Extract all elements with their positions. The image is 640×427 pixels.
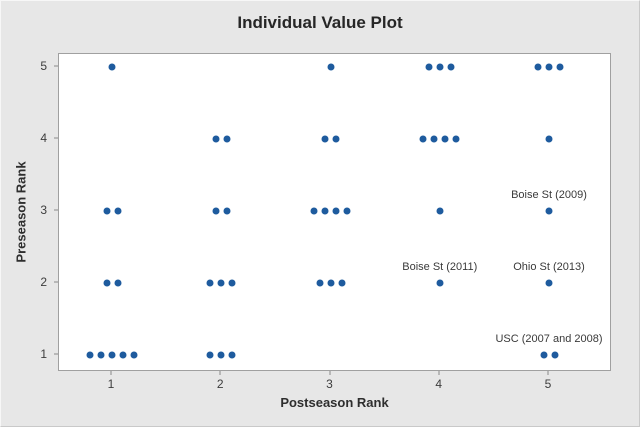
data-point <box>540 351 547 359</box>
chart-title: Individual Value Plot <box>237 13 403 32</box>
point-annotation: Boise St (2011) <box>402 261 478 273</box>
data-point <box>332 207 340 215</box>
data-point <box>534 63 542 71</box>
data-point <box>206 351 214 359</box>
y-tick-label: 3 <box>40 203 47 217</box>
y-tick-label: 2 <box>40 275 47 289</box>
point-annotation: USC (2007 and 2008) <box>495 333 603 345</box>
data-point <box>86 351 94 359</box>
y-tick-mark <box>54 137 58 139</box>
y-tick-label: 5 <box>40 59 47 73</box>
y-tick-mark <box>54 65 58 67</box>
data-point <box>338 279 345 287</box>
data-point <box>545 135 553 143</box>
data-point <box>228 279 236 287</box>
data-point <box>108 351 116 359</box>
y-tick-label: 4 <box>40 131 47 145</box>
x-tick-label: 1 <box>107 377 115 391</box>
data-point <box>556 63 564 71</box>
y-tick-mark <box>54 353 58 355</box>
x-tick-label: 2 <box>216 377 224 391</box>
data-point <box>103 207 110 215</box>
data-point <box>212 135 220 143</box>
data-point <box>327 279 334 287</box>
data-point <box>436 279 444 287</box>
x-tick-mark <box>219 371 221 375</box>
data-point <box>545 207 553 215</box>
data-point <box>217 279 225 287</box>
data-point <box>114 279 121 287</box>
data-point <box>114 207 121 215</box>
data-point <box>130 351 138 359</box>
data-point <box>212 207 220 215</box>
data-point <box>545 63 553 71</box>
data-point <box>206 279 214 287</box>
data-point <box>452 135 460 143</box>
x-tick-label: 4 <box>435 377 443 391</box>
data-point <box>551 351 558 359</box>
data-point <box>327 63 334 71</box>
x-axis-label: Postseason Rank <box>280 395 389 410</box>
y-tick-label: 1 <box>40 347 47 361</box>
data-point <box>223 135 231 143</box>
data-point <box>103 279 110 287</box>
point-annotation: Ohio St (2013) <box>513 261 585 273</box>
x-tick-mark <box>438 371 440 375</box>
data-point <box>321 135 329 143</box>
data-point <box>425 63 433 71</box>
y-tick-mark <box>54 281 58 283</box>
data-point <box>223 207 231 215</box>
data-point <box>217 351 225 359</box>
x-tick-label: 3 <box>326 377 333 391</box>
data-point <box>545 279 553 287</box>
data-point <box>436 63 444 71</box>
data-point <box>441 135 449 143</box>
data-point <box>228 351 236 359</box>
data-point <box>430 135 438 143</box>
data-point <box>321 207 329 215</box>
point-annotation: Boise St (2009) <box>511 189 587 201</box>
data-point <box>316 279 323 287</box>
data-point <box>419 135 427 143</box>
data-point <box>119 351 127 359</box>
x-tick-mark <box>329 371 330 375</box>
x-tick-mark <box>547 371 549 375</box>
plot-area: Boise St (2009) Boise St (2011) Ohio St (2… <box>58 53 611 371</box>
data-point <box>310 207 318 215</box>
data-point <box>97 351 105 359</box>
x-tick-label: 5 <box>544 377 552 391</box>
data-point <box>343 207 351 215</box>
y-tick-mark <box>54 209 58 211</box>
data-point <box>447 63 455 71</box>
data-point <box>332 135 340 143</box>
x-tick-mark <box>110 371 112 375</box>
data-point <box>436 207 444 215</box>
data-point <box>108 63 116 71</box>
